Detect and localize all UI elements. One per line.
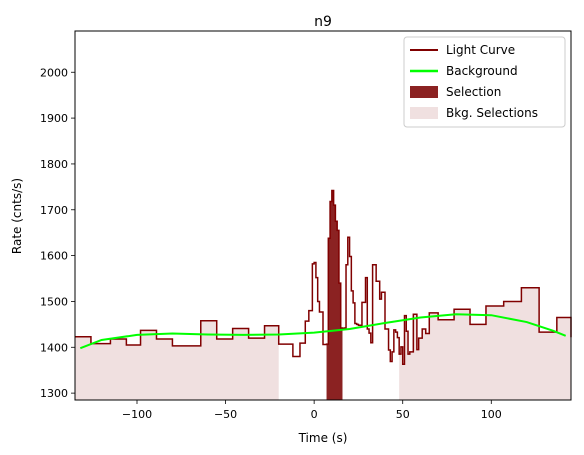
x-tick-label: 50 <box>396 408 410 421</box>
legend-patch-swatch <box>410 107 438 119</box>
legend-box <box>403 36 566 128</box>
chart-title: n9 <box>314 14 332 30</box>
legend-label: Light Curve <box>446 43 515 57</box>
y-tick-label: 1600 <box>40 250 68 263</box>
legend-label: Selection <box>446 85 501 99</box>
y-axis-label: Rate (cnts/s) <box>10 178 24 254</box>
bkg-selection-fill <box>399 287 571 400</box>
y-tick-label: 1500 <box>40 295 68 308</box>
y-tick-label: 2000 <box>40 66 68 79</box>
legend-label: Background <box>446 64 518 78</box>
x-tick-label: −50 <box>214 408 237 421</box>
x-tick-label: −100 <box>122 408 152 421</box>
axes-frame <box>74 30 572 401</box>
y-tick-label: 1700 <box>40 204 68 217</box>
y-tick-label: 1400 <box>40 341 68 354</box>
x-tick-label: 100 <box>481 408 502 421</box>
legend: Light Curve Background Selection Bkg. Selec… <box>403 36 566 128</box>
light-curve-series <box>75 189 572 365</box>
legend-label: Bkg. Selections <box>446 106 538 120</box>
plot-area <box>75 189 572 400</box>
x-axis-label: Time (s) <box>298 431 348 445</box>
y-tick-label: 1900 <box>40 112 68 125</box>
y-tick-label: 1800 <box>40 158 68 171</box>
background-series <box>79 313 567 350</box>
y-tick-label: 1300 <box>40 387 68 400</box>
legend-patch-swatch <box>410 86 438 98</box>
x-tick-label: 0 <box>311 408 318 421</box>
